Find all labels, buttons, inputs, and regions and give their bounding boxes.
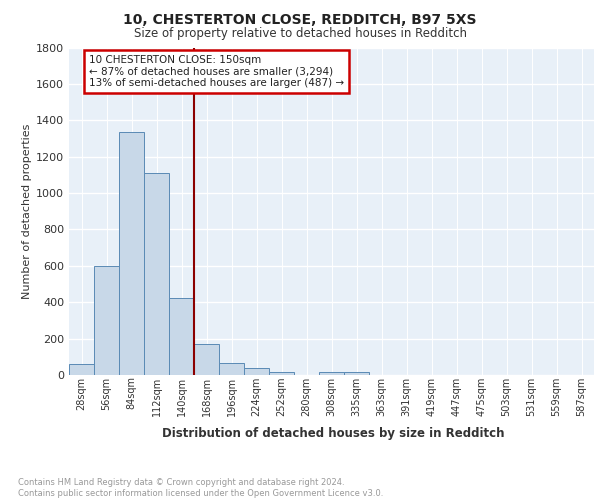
Bar	[244, 368, 269, 375]
Bar	[319, 372, 344, 375]
Text: Size of property relative to detached houses in Redditch: Size of property relative to detached ho…	[133, 28, 467, 40]
Text: Distribution of detached houses by size in Redditch: Distribution of detached houses by size …	[162, 428, 504, 440]
Bar	[69, 364, 94, 375]
Text: 10 CHESTERTON CLOSE: 150sqm
← 87% of detached houses are smaller (3,294)
13% of : 10 CHESTERTON CLOSE: 150sqm ← 87% of det…	[89, 55, 344, 88]
Bar	[269, 372, 294, 375]
Bar	[94, 266, 119, 375]
Bar	[194, 344, 219, 375]
Bar	[119, 132, 144, 375]
Bar	[219, 363, 244, 375]
Bar	[169, 298, 194, 375]
Text: Contains HM Land Registry data © Crown copyright and database right 2024.
Contai: Contains HM Land Registry data © Crown c…	[18, 478, 383, 498]
Bar	[344, 372, 369, 375]
Bar	[144, 173, 169, 375]
Text: 10, CHESTERTON CLOSE, REDDITCH, B97 5XS: 10, CHESTERTON CLOSE, REDDITCH, B97 5XS	[123, 12, 477, 26]
Y-axis label: Number of detached properties: Number of detached properties	[22, 124, 32, 299]
